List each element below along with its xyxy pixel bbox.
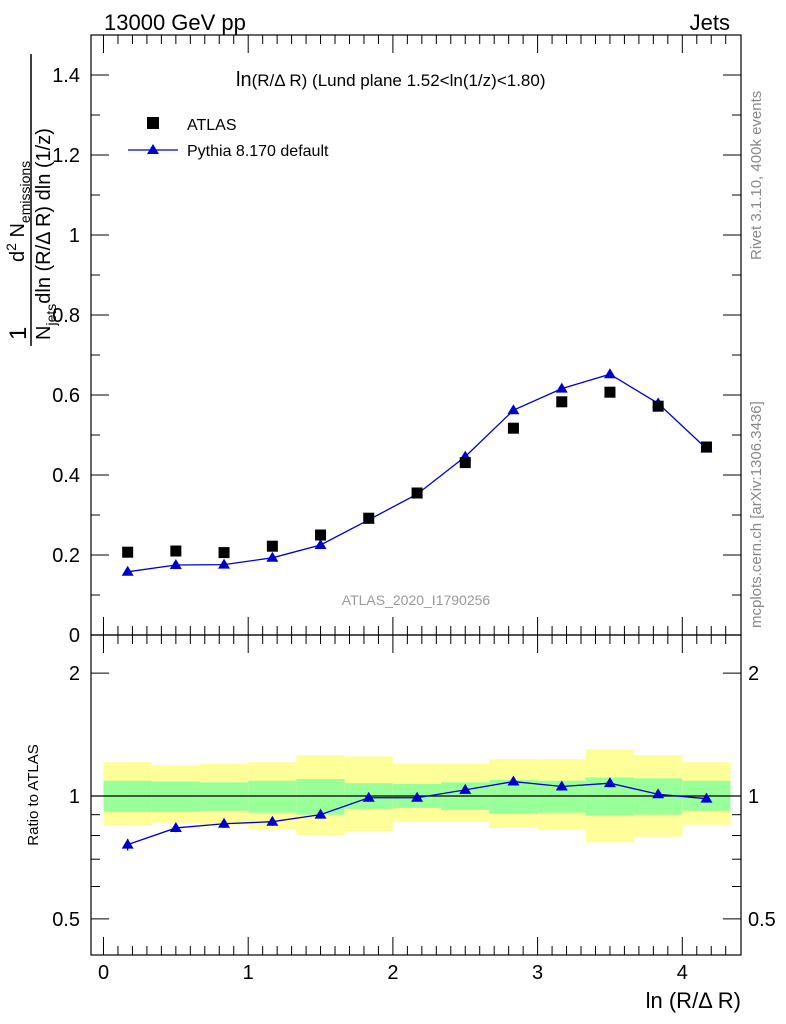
ratio-ylabel: Ratio to ATLAS <box>25 744 42 845</box>
atlas-point <box>700 441 712 453</box>
ylabel-numerator: d2 Nemissions <box>3 161 33 262</box>
ratio-panel: 0.5 1 2 0.5 1 2 Ratio to ATLAS <box>25 634 776 956</box>
ratio-point <box>700 792 713 803</box>
ratio-ytick-label-right: 1 <box>748 786 759 808</box>
ratio-point <box>411 791 424 802</box>
ylabel-denominator: Njetsdln (R/Δ R) dln (1/z) <box>33 128 59 340</box>
pythia-point <box>603 368 616 379</box>
ratio-point <box>459 783 472 794</box>
pythia-point <box>218 558 231 569</box>
ratio-ytick-label-left: 0.5 <box>52 909 80 931</box>
main-ylabel: 1 Njetsdln (R/Δ R) dln (1/z) d2 Nemissio… <box>3 54 59 346</box>
main-ytick-label: 0.6 <box>52 385 80 407</box>
header-right: Jets <box>690 10 730 35</box>
main-data <box>121 368 713 576</box>
ratio-ytick-label-left: 2 <box>69 663 80 685</box>
pythia-point <box>169 559 182 569</box>
ratio-ticks <box>91 635 741 955</box>
atlas-point <box>556 396 568 408</box>
ratio-point <box>603 777 616 788</box>
atlas-point <box>459 457 471 469</box>
x-tick-label: 2 <box>387 962 398 984</box>
pythia-point <box>555 382 568 393</box>
x-axis-label: ln (R/Δ R) <box>646 988 741 1013</box>
analysis-watermark: ATLAS_2020_I1790256 <box>342 592 491 608</box>
main-ytick-label: 1.4 <box>52 65 80 87</box>
ratio-point <box>314 808 327 819</box>
main-ytick-label: 1.2 <box>52 145 80 167</box>
legend-atlas-marker <box>147 117 159 129</box>
atlas-point <box>411 487 423 499</box>
mcplots-label: mcplots.cern.ch [arXiv:1306.3436] <box>748 401 765 628</box>
x-tick-label: 0 <box>98 962 109 984</box>
legend: ATLAS Pythia 8.170 default <box>128 117 329 160</box>
ratio-ytick-label-left: 1 <box>69 786 80 808</box>
ratio-point <box>121 838 134 849</box>
atlas-point <box>266 540 278 552</box>
atlas-point <box>122 546 134 558</box>
ratio-point <box>218 817 231 828</box>
main-ytick-label: 0 <box>69 625 80 647</box>
atlas-point <box>507 422 519 434</box>
ratio-point <box>652 788 665 799</box>
atlas-point <box>315 529 327 541</box>
atlas-point <box>363 512 375 524</box>
atlas-point <box>604 386 616 398</box>
main-ytick-label: 1 <box>69 225 80 247</box>
atlas-point <box>652 400 664 412</box>
ratio-point <box>266 815 279 826</box>
main-title: ln(R/Δ R) (Lund plane 1.52<ln(1/z)<1.80) <box>236 69 546 91</box>
ratio-ytick-label-right: 2 <box>748 663 759 685</box>
legend-pythia-label: Pythia 8.170 default <box>187 143 329 160</box>
ratio-frame <box>90 634 742 956</box>
pythia-point <box>266 551 279 562</box>
main-ytick-label: 0.8 <box>52 305 80 327</box>
x-tick-label: 4 <box>677 962 688 984</box>
ratio-point <box>555 780 568 791</box>
x-tick-label: 3 <box>532 962 543 984</box>
ratio-ytick-label-right: 0.5 <box>748 909 776 931</box>
pythia-point <box>121 565 134 576</box>
ratio-point <box>507 775 520 786</box>
ylabel-one: 1 <box>5 327 32 340</box>
main-ytick-labels: 0 0.2 0.4 0.6 0.8 1 1.2 1.4 <box>52 65 80 647</box>
atlas-point <box>218 547 230 559</box>
pythia-line <box>127 373 707 573</box>
main-panel: ln(R/Δ R) (Lund plane 1.52<ln(1/z)<1.80)… <box>3 34 742 647</box>
ratio-point <box>362 791 375 802</box>
x-tick-label: 1 <box>243 962 254 984</box>
main-ytick-label: 0.4 <box>52 465 80 487</box>
inner-band-bin <box>248 780 297 813</box>
x-tick-labels: 0 1 2 3 4 <box>98 962 688 984</box>
legend-atlas-label: ATLAS <box>187 117 237 134</box>
header-left: 13000 GeV pp <box>104 10 246 35</box>
atlas-point <box>170 545 182 557</box>
ratio-point <box>169 821 182 832</box>
rivet-label: Rivet 3.1.10, 400k events <box>748 91 765 260</box>
inner-band-bin <box>489 779 538 814</box>
legend-pythia-marker <box>147 144 159 154</box>
inner-band-bin <box>151 781 201 812</box>
main-ytick-label: 0.2 <box>52 545 80 567</box>
ratio-ytick-labels: 0.5 1 2 0.5 1 2 <box>52 663 776 931</box>
pythia-point <box>507 404 520 415</box>
pythia-point <box>314 539 327 549</box>
ratio-data <box>121 775 713 851</box>
